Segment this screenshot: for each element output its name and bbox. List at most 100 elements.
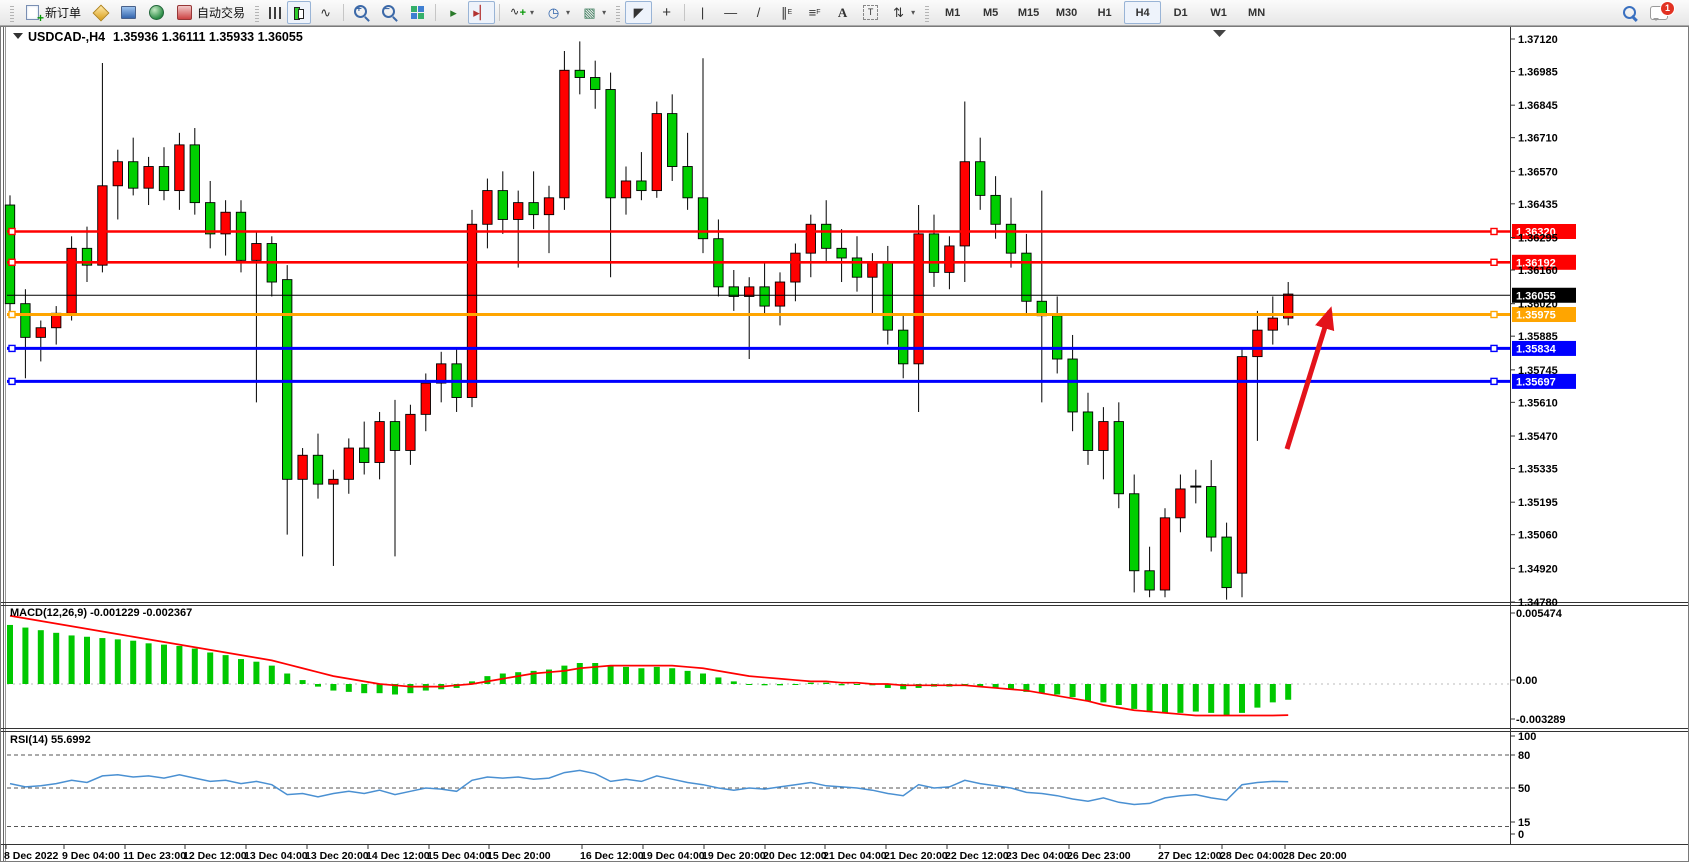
toolbar-divider <box>499 4 501 21</box>
bull-candle <box>328 478 339 485</box>
bear-candle <box>81 247 93 266</box>
market-watch-button[interactable] <box>115 1 142 24</box>
chevron-down-icon: ▾ <box>530 8 535 17</box>
macd-histogram-bar <box>1162 684 1168 713</box>
timeframe-m30[interactable]: M30 <box>1055 6 1078 19</box>
zoom-out-button[interactable]: − <box>376 1 403 24</box>
bar-chart-button[interactable] <box>264 1 286 24</box>
macd-histogram-bar <box>130 640 137 684</box>
bull-candle <box>220 211 231 235</box>
auto-trading-button[interactable]: 自动交易 <box>171 1 250 24</box>
macd-histogram-bar <box>546 669 552 684</box>
text-label-button[interactable]: T <box>857 1 884 24</box>
text-button[interactable]: A <box>829 1 856 24</box>
templates-button[interactable]: ▧ ▾ <box>576 1 611 24</box>
text-icon: A <box>837 5 848 20</box>
zoom-in-button[interactable]: + <box>348 1 375 24</box>
timeframe-w1[interactable]: W1 <box>1210 6 1227 19</box>
arrows-button[interactable]: ⇅ ▾ <box>885 1 920 24</box>
bear-candle <box>697 197 709 240</box>
vertical-line-button[interactable]: | <box>689 1 716 24</box>
notification-badge: 1 <box>1660 0 1675 16</box>
bear-candle <box>990 194 1001 225</box>
macd-histogram-bar <box>1239 684 1245 713</box>
bull-candle <box>959 161 970 247</box>
time-axis-label: 21 Dec 20:00 <box>884 850 948 862</box>
time-axis-label: 15 Dec 04:00 <box>427 850 491 862</box>
timeframe-m1[interactable]: M1 <box>944 6 961 19</box>
tile-windows-button[interactable] <box>404 1 431 24</box>
profile-icon <box>92 4 110 21</box>
new-order-button[interactable]: 新订单 <box>19 1 86 24</box>
bull-candle <box>374 421 385 463</box>
bull-candle <box>66 247 77 314</box>
bull-candle <box>559 69 570 199</box>
macd-histogram-bar <box>592 663 599 684</box>
price-tag-label: 1.36055 <box>1516 290 1556 302</box>
macd-histogram-bar <box>222 655 229 684</box>
chart-shift-button[interactable]: ▸▏ <box>468 1 496 24</box>
macd-histogram-bar <box>1100 684 1107 703</box>
auto-scroll-button[interactable]: ▸ <box>440 1 467 24</box>
bull-candle <box>774 281 786 307</box>
timeframe-m5[interactable]: M5 <box>982 6 999 19</box>
bear-candle <box>636 180 647 192</box>
chart-shift-marker-icon[interactable] <box>1213 30 1226 37</box>
zoom-out-icon: − <box>381 4 398 21</box>
bull-candle <box>297 454 308 480</box>
time-axis-label: 15 Dec 20:00 <box>487 850 551 862</box>
bull-candle <box>805 223 816 254</box>
crosshair-button[interactable]: + <box>653 1 680 24</box>
macd-histogram-bar <box>1146 684 1153 712</box>
time-axis-label: 23 Dec 04:00 <box>1006 850 1070 862</box>
bull-candle <box>651 113 662 192</box>
timeframe-h4[interactable]: H4 <box>1124 1 1162 24</box>
macd-histogram-bar <box>1192 684 1199 712</box>
navigator-icon <box>148 4 165 21</box>
channel-button[interactable]: ∥ E <box>773 1 800 24</box>
macd-histogram-bar <box>1223 684 1230 716</box>
notifications-button[interactable]: 1 <box>1645 0 1675 24</box>
macd-histogram-bar <box>53 632 60 684</box>
macd-histogram-bar <box>191 648 198 684</box>
time-axis-label: 8 Dec 2022 <box>4 850 58 862</box>
macd-histogram-bar <box>884 684 891 688</box>
periods-button[interactable]: ◷ ▾ <box>540 1 575 24</box>
bull-candle <box>1098 421 1109 451</box>
chart-symbol-title: USDCAD-,H4 <box>28 30 105 44</box>
toolbar-grip <box>925 3 930 22</box>
macd-histogram-bar <box>299 680 306 684</box>
bull-candle <box>744 286 755 297</box>
navigator-button[interactable] <box>143 1 170 24</box>
candlestick-chart-button[interactable] <box>287 1 312 24</box>
indicators-button[interactable]: ∿ + ▾ <box>504 1 539 24</box>
bear-candle <box>497 190 508 220</box>
macd-histogram-bar <box>315 684 321 687</box>
trendline-button[interactable]: / <box>745 1 772 24</box>
bull-candle <box>543 197 555 216</box>
bull-candle <box>944 245 955 273</box>
timeframe-mn[interactable]: MN <box>1248 6 1266 19</box>
search-button[interactable] <box>1616 1 1644 24</box>
fibonacci-button[interactable]: ≡ F <box>801 1 828 24</box>
symbol-dropdown-icon[interactable] <box>13 33 23 39</box>
macd-histogram-bar <box>1069 684 1076 698</box>
cursor-button[interactable]: ◤ <box>625 1 653 24</box>
timeframe-d1[interactable]: D1 <box>1173 6 1188 19</box>
price-tag-label: 1.35975 <box>1516 310 1556 322</box>
time-axis-labels: 8 Dec 2022 9 Dec 04:00 11 Dec 23:0012 Dec … <box>4 844 1347 862</box>
profiles-button[interactable] <box>87 1 114 24</box>
timeframe-m15[interactable]: M15 <box>1017 6 1040 19</box>
line-chart-button[interactable]: ∿ <box>312 1 339 24</box>
timeframe-h1[interactable]: H1 <box>1097 6 1112 19</box>
price-axis-label: 1.34780 <box>1518 597 1558 609</box>
candlestick-icon <box>292 5 306 20</box>
macd-histogram-bar <box>392 684 398 695</box>
bull-candle <box>143 166 154 189</box>
hline-handle <box>8 227 16 236</box>
horizontal-line-button[interactable]: — <box>717 1 744 24</box>
bear-candle <box>851 257 863 278</box>
bear-candle <box>882 262 893 331</box>
bear-candle <box>590 77 601 90</box>
